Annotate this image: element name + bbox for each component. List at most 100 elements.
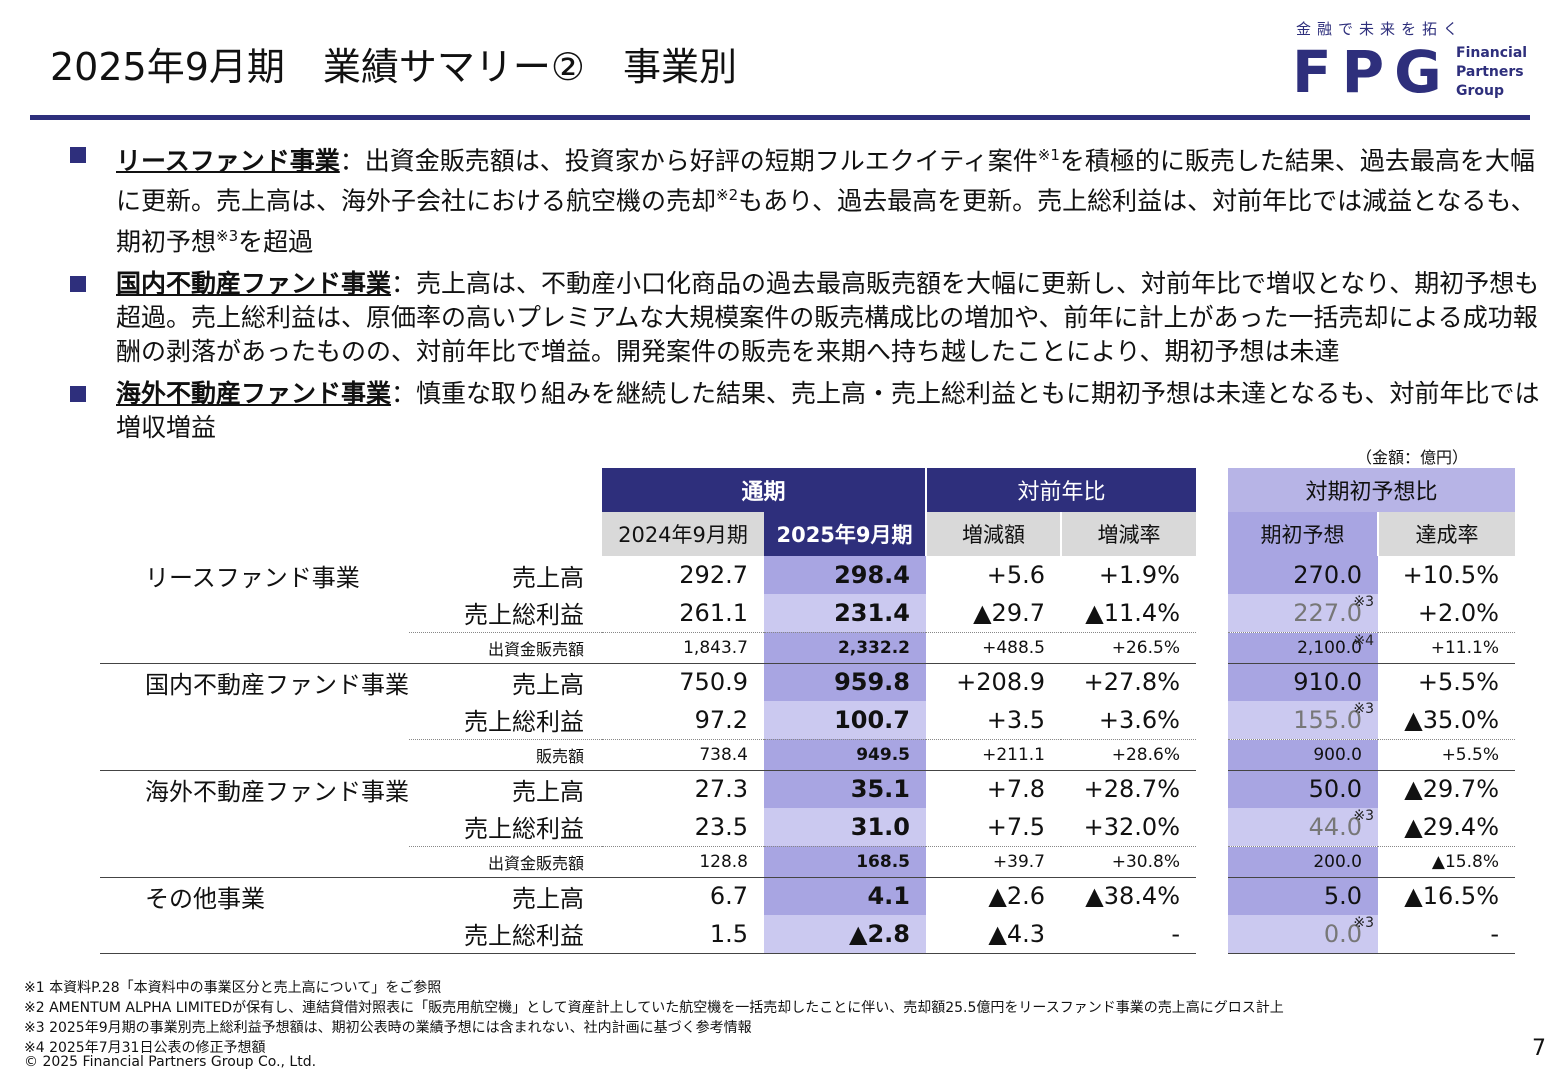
cell-achv: - [1378,915,1515,954]
cell-cur: 35.1 [764,770,926,808]
footnote-marker: ※4 [1353,632,1374,649]
cell-prev: 97.2 [602,701,764,740]
cell-achv: ▲15.8% [1378,846,1515,878]
logo-name: Financial Partners Group [1456,45,1528,99]
cell-diff: ▲4.3 [926,915,1061,954]
cell-cur: 4.1 [764,877,926,915]
table-row: 出資金販売額 128.8 168.5 +39.7 +30.8% 200.0 ▲15.8% [100,846,1515,878]
cell-item: 売上高 [512,884,584,913]
cell-cur: 949.5 [764,739,926,771]
cell-seg [100,846,409,878]
plan-value: 0.0 [1323,919,1362,948]
cell-achv: +5.5% [1417,668,1499,697]
fpg-logo: 金融で未来を拓く FPG Financial Partners Group [1290,18,1530,102]
table-row: リースファンド事業 売上高 292.7 298.4 +5.6 +1.9% 270.0 +10.… [100,556,1515,594]
header-vs-plan: 対期初予想比 [1228,468,1515,512]
cell-seg [100,739,409,771]
cell-plan: ※4 2,100.0 [1228,632,1378,664]
table-row: 売上総利益 97.2 100.7 +3.5 +3.6% ※3 155.0 ▲35.0% [100,701,1515,740]
title-divider [30,115,1530,120]
plan-value: 155.0 [1293,705,1362,734]
cell-item: 売上総利益 [409,915,602,954]
plan-value: 2,100.0 [1297,637,1362,658]
bullet-square-icon [70,275,86,292]
cell-item: 売上総利益 [409,594,602,633]
cell-prev: 292.7 [679,561,748,589]
cell-seg: リースファンド事業 [145,563,360,592]
table-row: 出資金販売額 1,843.7 2,332.2 +488.5 +26.5% ※4 2,100.… [100,632,1515,664]
cell-item: 出資金販売額 [409,846,602,878]
header-prev-year: 2024年9月期 [602,512,764,556]
cell-rate: ▲38.4% [1085,882,1180,911]
cell-prev: 6.7 [709,882,748,911]
summary-bullets: リースファンド事業：出資金販売額は、投資家から好評の短期フルエクイティ案件※1を… [70,138,1545,453]
cell-item: 売上高 [512,670,584,699]
group-header-row: 通期 対前年比 対期初予想比 [100,468,1515,512]
cell-achv: ▲29.7% [1404,775,1499,804]
cell-seg: その他事業 [145,884,265,913]
cell-cur: 31.0 [764,808,926,847]
table-row: 売上総利益 261.1 231.4 ▲29.7 ▲11.4% ※3 227.0 +2.0% [100,594,1515,633]
cell-seg [100,594,409,632]
header-achievement: 達成率 [1377,512,1515,556]
cell-seg [100,632,409,664]
cell-item: 売上高 [512,777,584,806]
footnote-marker: ※3 [1353,701,1374,717]
cell-plan: 5.0 [1228,877,1378,915]
cell-diff: +7.5 [926,808,1061,847]
cell-seg [100,808,409,846]
footnotes: ※1 本資料P.28「本資料中の事業区分と売上高について」をご参照 ※2 AME… [24,980,1284,1056]
bullet-square-icon [70,147,86,163]
cell-diff: +488.5 [926,632,1061,664]
cell-rate: +28.7% [1083,775,1180,804]
footnote-marker: ※3 [1353,594,1374,610]
cell-diff: +211.1 [926,739,1061,771]
cell-rate: ▲11.4% [1061,594,1196,633]
cell-diff: +3.5 [926,701,1061,740]
cell-diff: +7.8 [986,775,1045,804]
cell-diff: +5.6 [986,561,1045,589]
cell-seg [100,915,409,954]
cell-plan: ※3 0.0 [1228,915,1378,954]
page-title: 2025年9月期 業績サマリー② 事業別 [50,45,737,89]
cell-rate: +26.5% [1061,632,1196,664]
cell-diff: +208.9 [956,668,1045,697]
cell-achv: +5.5% [1378,739,1515,771]
table-row: 売上総利益 1.5 ▲2.8 ▲4.3- ※3 0.0- [100,915,1515,954]
cell-plan: ※3 44.0 [1228,808,1378,847]
cell-rate: +32.0% [1061,808,1196,847]
cell-prev: 1,843.7 [602,632,764,664]
cell-achv: +11.1% [1378,632,1515,664]
cell-achv: +2.0% [1378,594,1515,633]
cell-prev: 128.8 [602,846,764,878]
page-number: 7 [1532,1036,1546,1061]
cell-rate: +27.8% [1083,668,1180,697]
cell-achv: +10.5% [1402,561,1499,589]
cell-cur: 100.7 [764,701,926,740]
table-row: その他事業 売上高 6.7 4.1 ▲2.6 ▲38.4% 5.0 ▲16.5% [100,877,1515,915]
cell-cur: ▲2.8 [764,915,926,954]
segment-results-table: 通期 対前年比 対期初予想比 2024年9月期 2025年9月期 増減額 増減率… [100,468,1515,954]
bullet-overseas-real-estate: 海外不動産ファンド事業：慎重な取り組みを継続した結果、売上高・売上総利益ともに期… [70,377,1545,445]
cell-prev: 23.5 [602,808,764,847]
cell-prev: 750.9 [679,668,748,697]
cell-cur: 298.4 [764,556,926,594]
header-full-year: 通期 [602,468,926,512]
cell-achv: ▲35.0% [1378,701,1515,740]
header-rate: 増減率 [1060,512,1196,556]
cell-prev: 27.3 [694,775,748,804]
cell-item: 売上総利益 [409,701,602,740]
cell-cur: 959.8 [764,663,926,701]
cell-rate: +1.9% [1098,561,1180,589]
table-row: 国内不動産ファンド事業 売上高 750.9 959.8 +208.9 +27.8% 910.… [100,663,1515,701]
table-row: 販売額 738.4 949.5 +211.1 +28.6% 900.0 +5.5% [100,739,1515,771]
cell-plan: ※3 155.0 [1228,701,1378,740]
footnote-marker: ※3 [1353,808,1374,824]
cell-plan: 200.0 [1228,846,1378,878]
column-header-row: 2024年9月期 2025年9月期 増減額 増減率 期初予想 達成率 [100,512,1515,556]
cell-rate: - [1061,915,1196,954]
cell-rate: +30.8% [1061,846,1196,878]
plan-value: 227.0 [1293,598,1362,627]
cell-cur: 231.4 [764,594,926,633]
cell-prev: 1.5 [602,915,764,954]
